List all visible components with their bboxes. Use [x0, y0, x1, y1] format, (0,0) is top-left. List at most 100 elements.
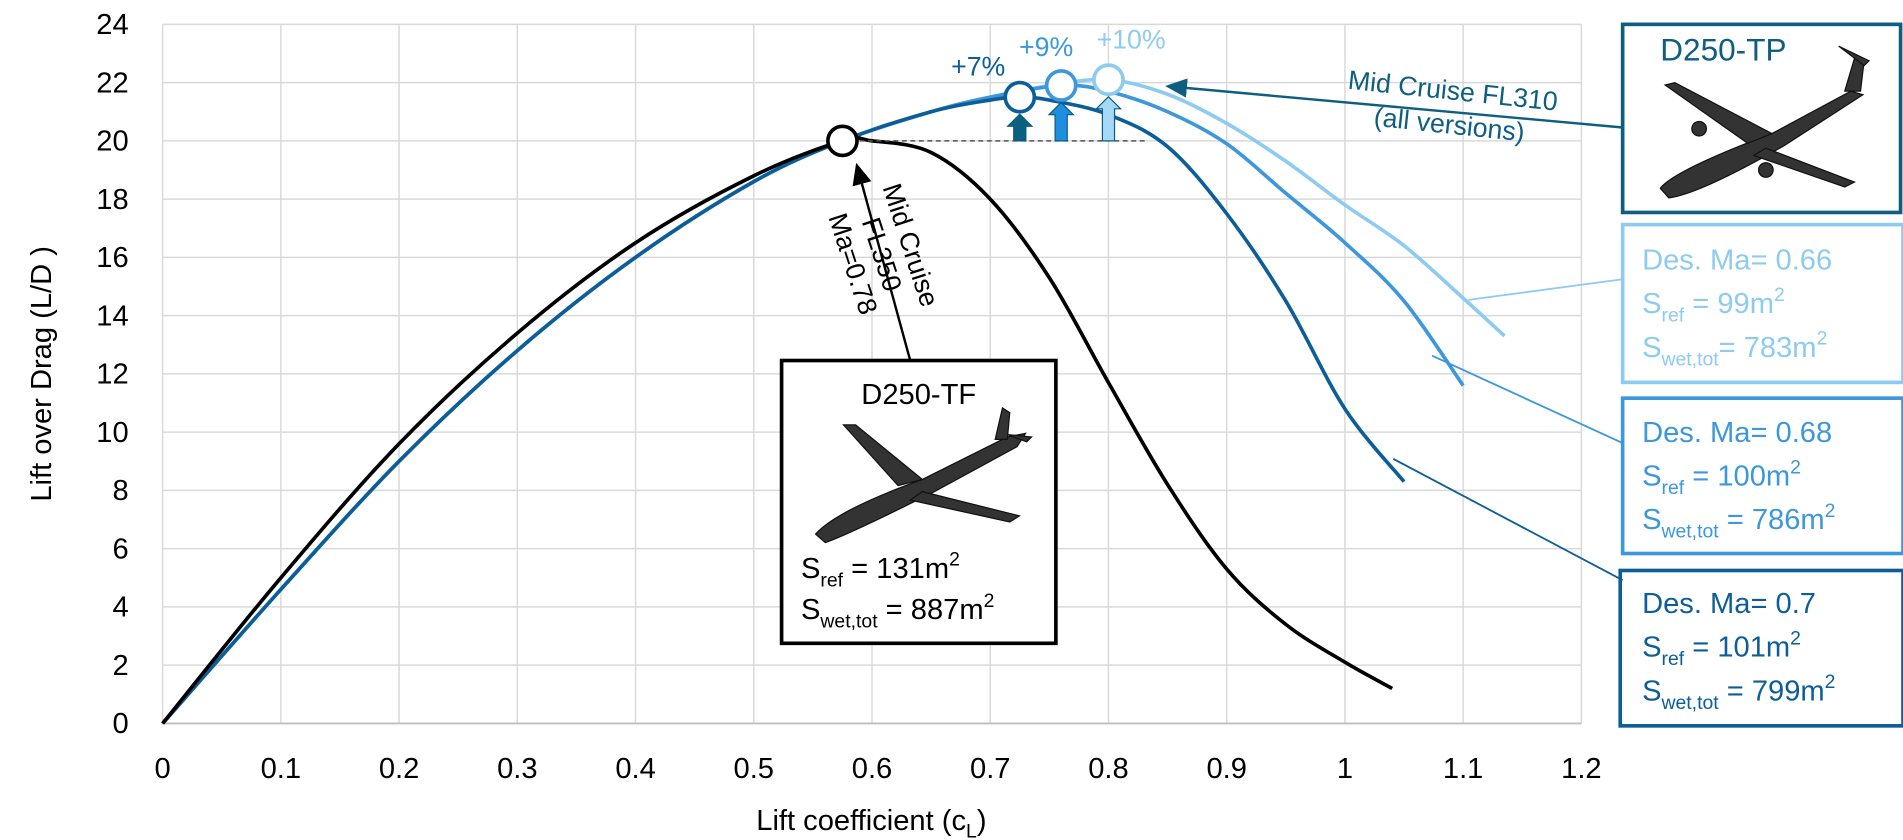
y-tick-label: 22	[96, 67, 128, 99]
x-axis-title: Lift coefficient (cL)	[756, 805, 986, 840]
gain-label: +7%	[951, 51, 1005, 81]
x-tick-label: 0.6	[852, 753, 892, 785]
spec-sup: 2	[1790, 628, 1801, 650]
x-tick-label: 1.1	[1443, 753, 1483, 785]
y-tick-label: 20	[96, 126, 128, 158]
gain-label: +10%	[1097, 25, 1166, 55]
spec-line: Sref = 101m2	[1642, 628, 1801, 671]
peak-marker	[1092, 63, 1125, 97]
spec-text: = 783m	[1719, 332, 1817, 364]
fl350-label: Mid Cruise FL350 Ma=0.78	[823, 180, 945, 318]
spec-symbol: S	[801, 553, 820, 585]
x-tick-label: 0.4	[615, 753, 655, 785]
annotation-arrow	[1165, 78, 1623, 129]
tf-plane	[814, 406, 1033, 544]
y-tick-label: 16	[96, 242, 128, 274]
y-tick-label: 10	[96, 417, 128, 449]
x-axis-title-part: )	[977, 805, 987, 837]
y-tick-label: 8	[112, 475, 128, 507]
y-tick-label: 14	[96, 300, 128, 332]
x-tick-label: 1.2	[1561, 753, 1601, 785]
spec-symbol: S	[1642, 288, 1661, 320]
y-tick-label: 24	[96, 9, 128, 41]
spec-sub: ref	[1661, 648, 1684, 670]
x-tick-label: 0.7	[970, 753, 1010, 785]
spec-line: Swet,tot = 786m2	[1642, 500, 1835, 543]
spec-line: Swet,tot = 887m2	[801, 590, 994, 633]
spec-symbol: S	[1642, 504, 1661, 536]
spec-sup: 2	[1825, 500, 1836, 522]
spec-sub: wet,tot	[1660, 521, 1719, 543]
spec-symbol: S	[1642, 332, 1661, 364]
y-tick-label: 4	[112, 592, 128, 624]
spec-title: Des. Ma= 0.7	[1642, 588, 1816, 620]
x-tick-label: 0.8	[1088, 753, 1128, 785]
spec-sub: wet,tot	[1660, 692, 1719, 714]
x-axis-title-sub: L	[966, 820, 977, 840]
tf-title: D250-TF	[861, 379, 976, 411]
tp-plane	[1659, 45, 1871, 199]
peak-marker	[1003, 80, 1037, 114]
spec-symbol: S	[801, 594, 820, 626]
spec-sub: wet,tot	[819, 611, 878, 633]
leader-line	[1392, 458, 1624, 582]
spec-line: Swet,tot = 799m2	[1642, 671, 1835, 714]
tp-title: D250-TP	[1660, 32, 1786, 68]
x-tick-label: 0.3	[497, 753, 537, 785]
spec-text: = 99m	[1684, 288, 1774, 320]
spec-text: = 131m	[843, 553, 949, 585]
spec-sup: 2	[949, 549, 960, 571]
spec-line: Sref = 99m2	[1642, 284, 1785, 327]
x-tick-label: 0	[155, 753, 171, 785]
spec-text: = 100m	[1684, 461, 1790, 493]
gain-arrow	[1047, 101, 1075, 142]
spec-box	[1620, 396, 1903, 556]
spec-sub: ref	[820, 569, 843, 591]
spec-sup: 2	[1774, 284, 1785, 306]
leader-line	[1468, 278, 1623, 301]
spec-sub: ref	[1661, 305, 1684, 327]
spec-symbol: S	[1642, 632, 1661, 664]
x-tick-label: 0.2	[379, 753, 419, 785]
spec-line: Swet,tot= 783m2	[1642, 328, 1827, 371]
spec-title: Des. Ma= 0.66	[1642, 245, 1832, 277]
spec-sub: ref	[1661, 477, 1684, 499]
x-axis-title-part: Lift coefficient (c	[756, 805, 966, 837]
y-tick-label: 12	[96, 359, 128, 391]
x-tick-label: 0.1	[261, 753, 301, 785]
annotation-arrow	[852, 162, 912, 361]
spec-symbol: S	[1642, 461, 1661, 493]
spec-sup: 2	[984, 590, 995, 612]
x-tick-label: 0.9	[1206, 753, 1246, 785]
peak-marker	[826, 124, 859, 158]
spec-box	[1620, 222, 1903, 385]
spec-title: Des. Ma= 0.68	[1642, 417, 1832, 449]
spec-sub: wet,tot	[1660, 348, 1719, 370]
spec-text: = 101m	[1684, 632, 1790, 664]
y-tick-label: 0	[112, 708, 128, 740]
gain-label: +9%	[1019, 32, 1073, 62]
y-tick-label: 18	[96, 184, 128, 216]
x-tick-label: 0.5	[734, 753, 774, 785]
spec-line: Sref = 131m2	[801, 549, 960, 592]
y-tick-label: 6	[112, 533, 128, 565]
series-line	[161, 95, 1406, 725]
y-tick-label: 2	[112, 650, 128, 682]
y-axis-title: Lift over Drag (L/D )	[26, 246, 58, 502]
spec-text: = 799m	[1719, 675, 1825, 707]
spec-line: Sref = 100m2	[1642, 456, 1801, 499]
gain-arrow	[1094, 95, 1123, 142]
spec-sup: 2	[1817, 328, 1828, 350]
spec-text: = 786m	[1719, 504, 1825, 536]
peak-marker	[1044, 69, 1078, 102]
spec-text: = 887m	[878, 594, 984, 626]
series-line	[161, 135, 1394, 725]
spec-sup: 2	[1825, 671, 1836, 693]
spec-box	[1618, 568, 1903, 728]
spec-sup: 2	[1790, 456, 1801, 478]
fl310-label: Mid Cruise FL310 (all versions)	[1347, 65, 1560, 148]
leader-line	[1431, 354, 1624, 444]
spec-symbol: S	[1642, 675, 1661, 707]
gain-arrow	[1006, 113, 1034, 142]
